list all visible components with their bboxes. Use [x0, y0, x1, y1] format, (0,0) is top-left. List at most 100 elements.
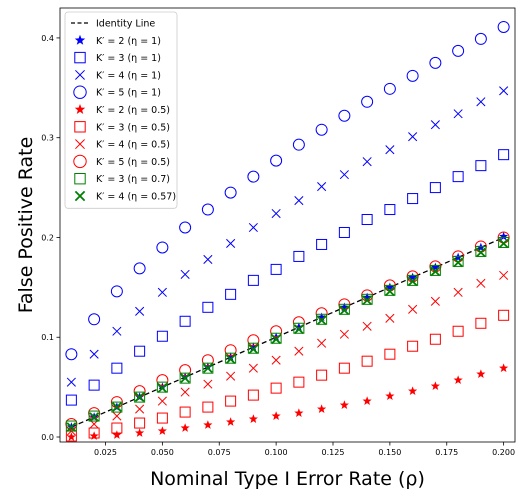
point — [453, 257, 463, 268]
point — [180, 372, 190, 382]
point — [475, 160, 487, 172]
y-tick-label: 0.2 — [41, 233, 54, 242]
point — [248, 414, 258, 423]
point — [361, 95, 374, 108]
point — [202, 362, 214, 374]
y-axis: 0.0 0.1 0.2 0.3 0.4 — [41, 34, 60, 442]
point — [338, 303, 350, 315]
point — [293, 322, 305, 334]
point — [66, 432, 76, 441]
point — [270, 382, 282, 394]
point — [430, 296, 440, 306]
point — [225, 288, 237, 300]
point — [476, 369, 486, 379]
point — [315, 307, 328, 320]
point — [385, 391, 395, 400]
point — [88, 427, 100, 439]
point — [134, 345, 146, 357]
point — [271, 411, 281, 420]
point — [430, 381, 440, 391]
point — [475, 317, 487, 329]
point — [271, 208, 281, 219]
point — [112, 326, 122, 336]
point — [408, 304, 418, 314]
legend-label: K′ = 5 (η = 1) — [96, 88, 161, 99]
point — [430, 120, 440, 130]
point — [385, 286, 395, 297]
point — [112, 430, 122, 439]
plot-frame — [59, 7, 516, 443]
legend-item: K′ = 2 (η = 1) — [74, 34, 161, 47]
point — [476, 278, 486, 288]
point — [292, 316, 305, 329]
point — [156, 330, 168, 342]
legend-label: K′ = 2 (η = 0.5) — [96, 105, 170, 116]
legend-item: K′ = 2 (η = 0.5) — [74, 104, 170, 116]
point — [407, 340, 419, 352]
point — [179, 406, 191, 418]
point — [88, 410, 100, 422]
point — [453, 375, 463, 385]
point — [385, 313, 395, 323]
legend-marker — [74, 190, 86, 202]
point — [202, 401, 214, 413]
point — [225, 354, 236, 365]
legend-label: Identity Line — [96, 19, 155, 30]
point — [180, 373, 190, 383]
point — [407, 276, 418, 287]
series-9 — [66, 238, 509, 432]
point — [384, 204, 396, 216]
point — [271, 334, 281, 345]
point — [111, 362, 123, 374]
x-axis-title: Nominal Type I Error Rate (ρ) — [150, 468, 425, 490]
point — [248, 344, 259, 355]
legend-marker — [75, 69, 85, 80]
point — [362, 295, 372, 306]
x-axis: 0.025 0.050 0.075 0.100 0.125 0.150 0.175 0.200 — [94, 442, 515, 457]
series-2 — [66, 86, 509, 387]
point — [475, 245, 487, 257]
point — [66, 422, 77, 432]
point — [66, 377, 76, 387]
legend-box — [64, 11, 178, 209]
legend-label: K′ = 3 (η = 1) — [96, 53, 161, 64]
point — [224, 344, 237, 357]
legend-marker — [73, 85, 87, 99]
legend-item: K′ = 5 (η = 0.5) — [73, 154, 170, 169]
x-tick-label: 0.150 — [378, 448, 401, 457]
x-tick-label: 0.025 — [94, 448, 117, 457]
point — [429, 264, 441, 276]
point — [293, 250, 305, 262]
point — [317, 404, 327, 413]
legend-marker — [73, 154, 87, 169]
point — [247, 389, 259, 401]
point — [89, 412, 99, 422]
series-0 — [66, 231, 509, 431]
point — [499, 270, 509, 280]
point — [429, 182, 441, 194]
point — [430, 262, 440, 272]
point — [157, 383, 168, 393]
point — [88, 313, 101, 326]
point — [476, 97, 486, 107]
series-6 — [66, 270, 509, 436]
point — [157, 426, 167, 435]
point — [498, 149, 510, 161]
point — [317, 182, 327, 192]
point — [203, 254, 213, 264]
point — [135, 428, 145, 437]
legend-label: K′ = 3 (η = 0.5) — [96, 122, 170, 133]
point — [292, 138, 305, 151]
point — [452, 255, 464, 267]
point — [111, 422, 123, 434]
legend-label: K′ = 4 (η = 1) — [96, 70, 161, 81]
point — [179, 315, 191, 327]
point — [339, 305, 350, 316]
point — [225, 352, 237, 364]
legend-item: K′ = 5 (η = 1) — [73, 85, 161, 99]
point — [294, 324, 304, 335]
point — [361, 293, 373, 305]
point — [316, 238, 328, 250]
y-tick-label: 0.0 — [41, 433, 54, 442]
point — [429, 56, 442, 69]
